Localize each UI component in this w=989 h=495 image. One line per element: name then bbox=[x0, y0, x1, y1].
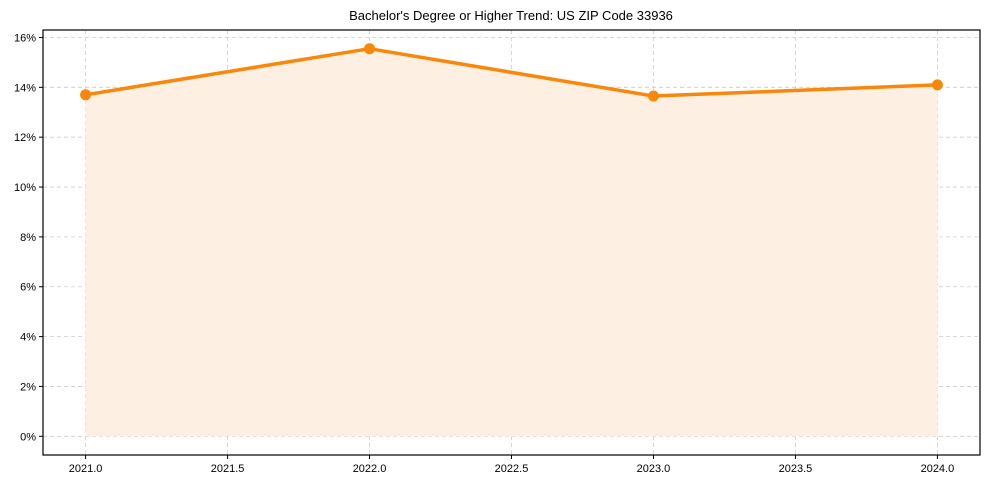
x-tick-label: 2023.5 bbox=[779, 463, 813, 475]
area-fill-region bbox=[85, 48, 938, 437]
y-tick-label: 4% bbox=[20, 332, 36, 344]
y-axis: 0% 2% 4% 6% 8% 10% 12% 14% 16% bbox=[14, 32, 43, 443]
chart-title: Bachelor's Degree or Higher Trend: US ZI… bbox=[349, 8, 673, 23]
y-tick-label: 10% bbox=[14, 182, 36, 194]
x-tick-label: 2022.0 bbox=[353, 463, 387, 475]
data-point-marker[interactable]: 2022: 15.55% bbox=[364, 43, 376, 55]
y-tick-label: 2% bbox=[20, 381, 36, 393]
data-point-marker[interactable]: 2024: 14.1% bbox=[931, 79, 943, 91]
x-tick-label: 2023.0 bbox=[637, 463, 671, 475]
x-axis: 2021.0 2021.5 2022.0 2022.5 2023.0 2023.5 2024… bbox=[69, 455, 954, 475]
data-point-marker[interactable]: 2023: 13.65% bbox=[647, 90, 659, 102]
data-point-marker[interactable]: 2021: 13.7% bbox=[80, 89, 92, 101]
series-line bbox=[83, 46, 940, 98]
x-tick-label: 2021.0 bbox=[69, 463, 103, 475]
y-tick-label: 14% bbox=[14, 82, 36, 94]
y-tick-label: 16% bbox=[14, 32, 36, 44]
x-tick-label: 2024.0 bbox=[921, 463, 955, 475]
data-series: 2021: 13.7% 2022: 15.55% 2023: 13.65% 2024:… bbox=[80, 43, 943, 102]
y-tick-label: 8% bbox=[20, 232, 36, 244]
y-tick-label: 6% bbox=[20, 282, 36, 294]
y-tick-label: 12% bbox=[14, 132, 36, 144]
y-tick-label: 0% bbox=[20, 431, 36, 443]
area-fill bbox=[85, 48, 938, 437]
x-tick-label: 2022.5 bbox=[495, 463, 529, 475]
x-tick-label: 2021.5 bbox=[211, 463, 245, 475]
